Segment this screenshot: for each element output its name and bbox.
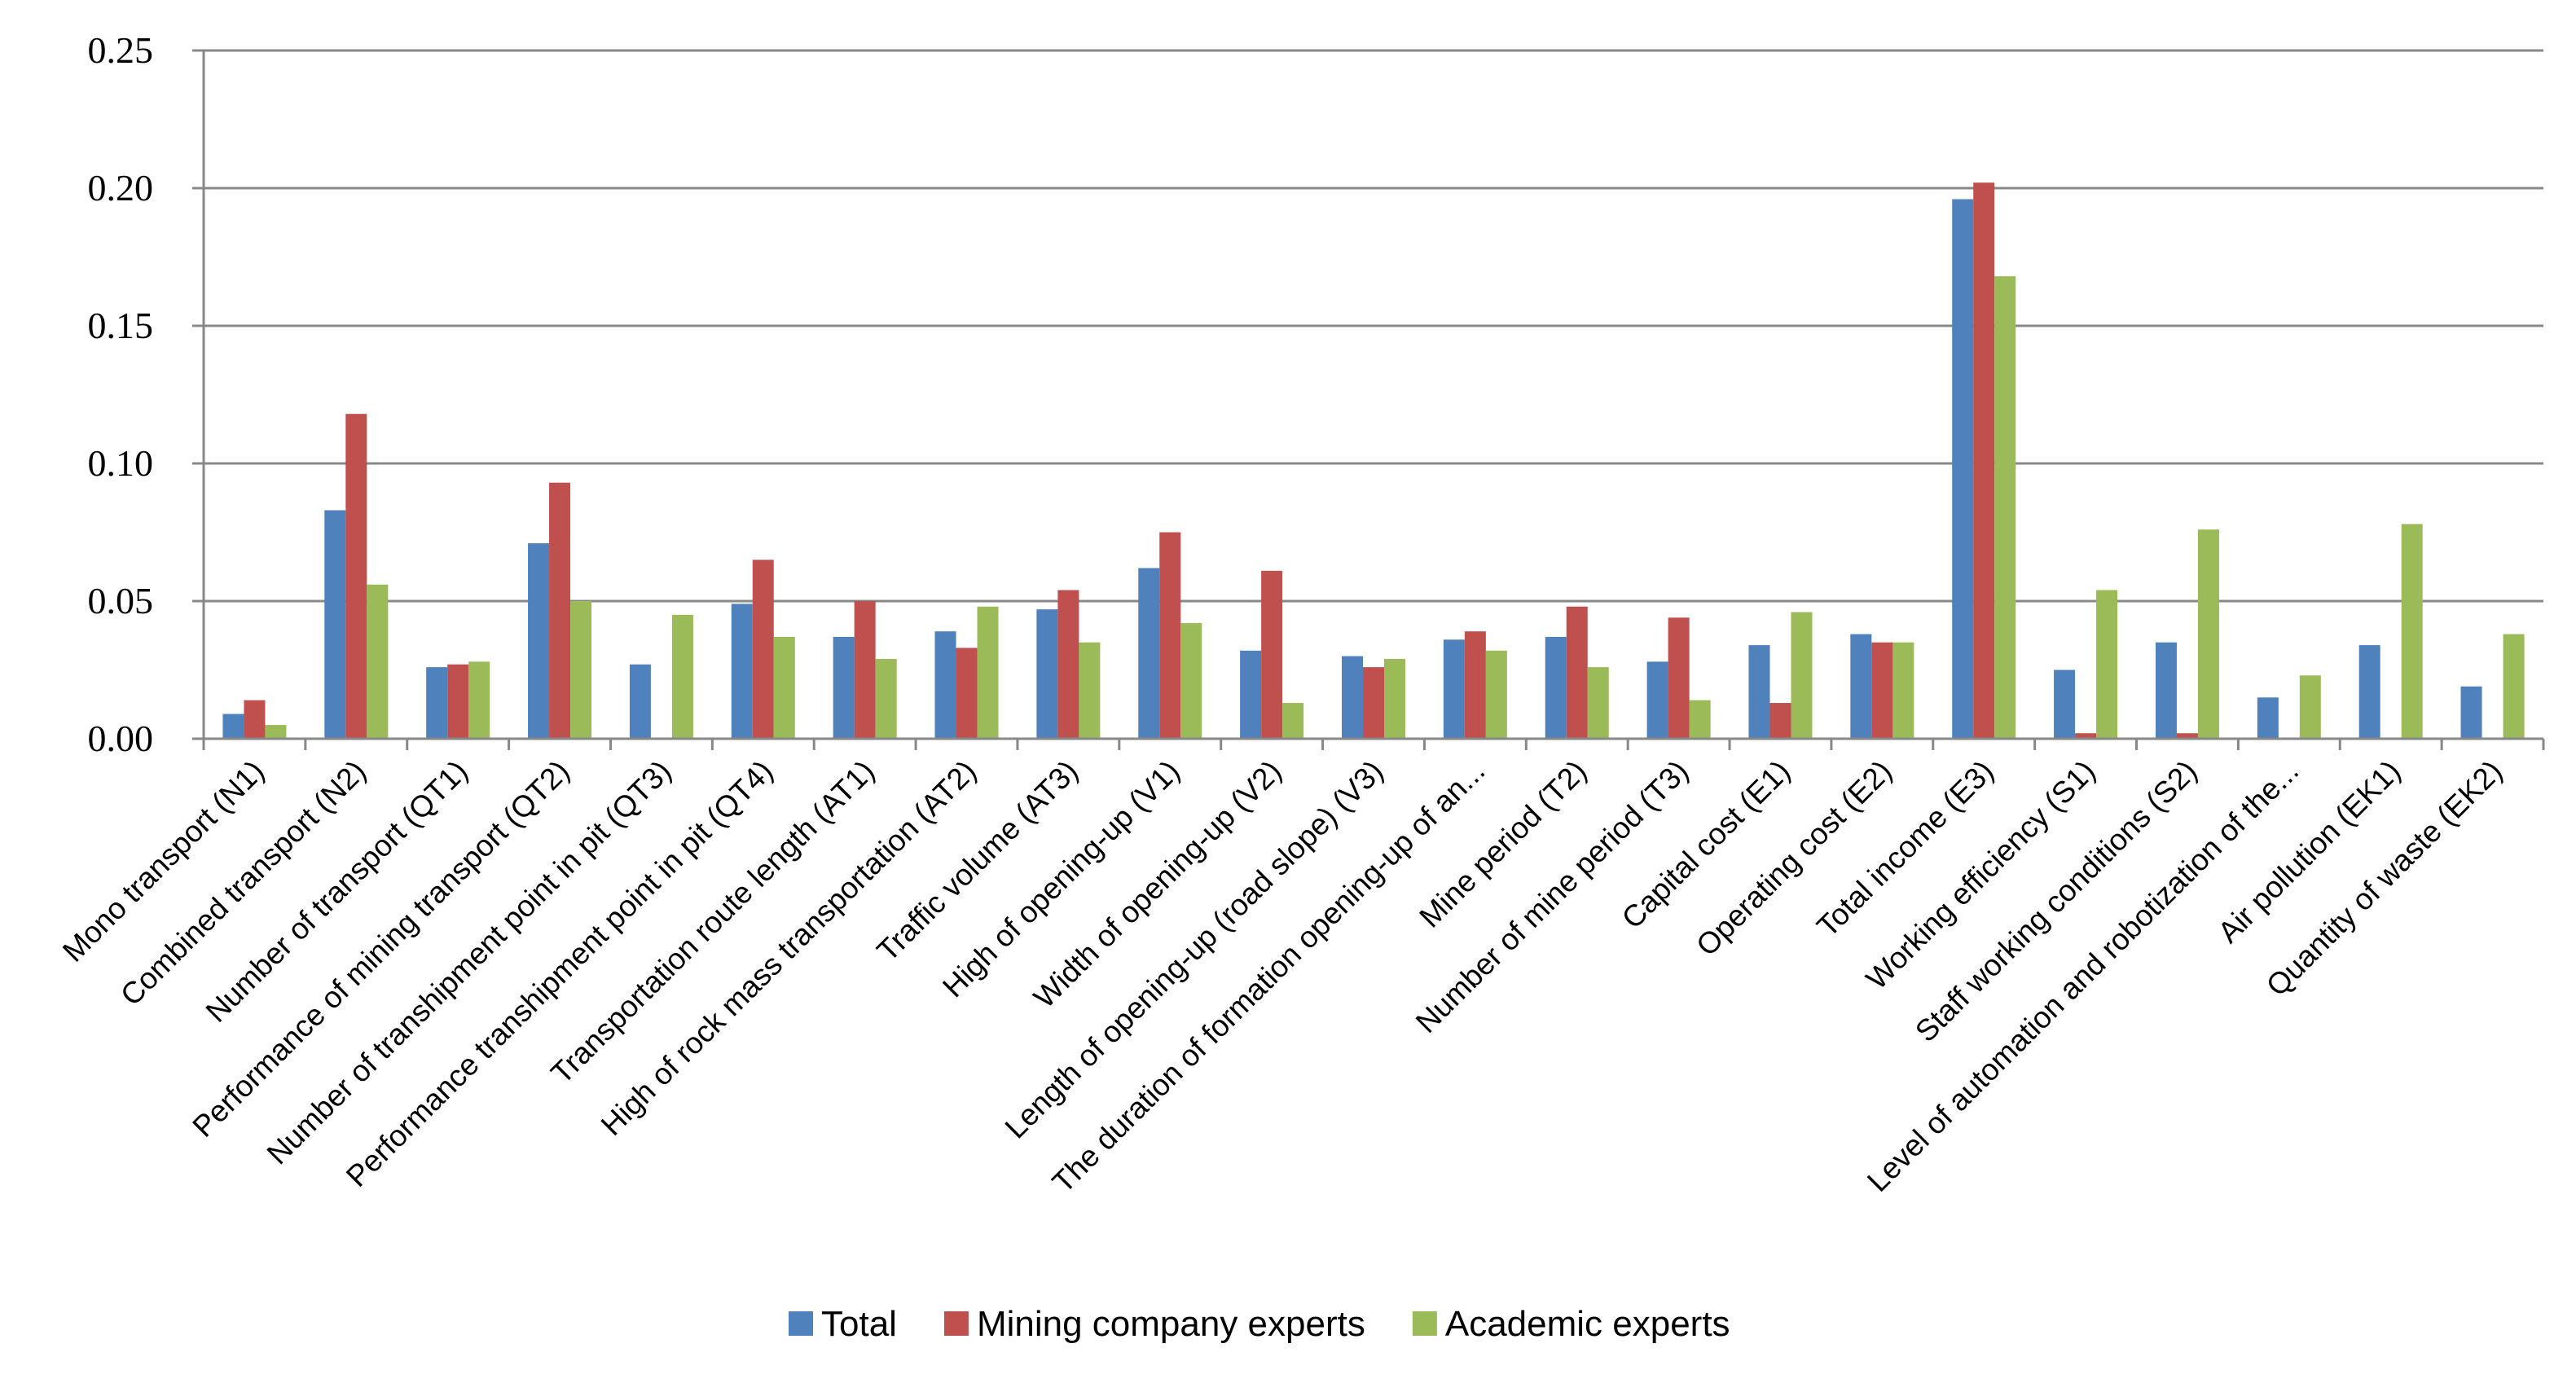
bar-total: [629, 664, 651, 739]
bar-total: [934, 631, 956, 739]
axes: [202, 50, 2545, 750]
bar-total: [528, 543, 550, 739]
legend-label: Total: [821, 1304, 897, 1344]
bar-academic-experts: [1180, 623, 1202, 739]
bar-total: [2257, 697, 2279, 739]
bar-academic-experts: [1485, 650, 1507, 739]
bar-mining-company-experts: [345, 414, 367, 739]
bar-mining-company-experts: [1261, 570, 1283, 739]
bar-mining-company-experts: [752, 560, 774, 739]
bar-academic-experts: [1994, 276, 2016, 739]
y-axis-ticks: 0.00 0.05 0.10 0.15 0.20 0.25: [88, 29, 204, 759]
bar-academic-experts: [1079, 642, 1101, 739]
gridlines: [204, 49, 2543, 603]
bar-academic-experts: [1587, 667, 1609, 739]
bar-academic-experts: [1892, 642, 1914, 739]
bar-total: [1036, 609, 1058, 739]
bar-total: [1850, 634, 1872, 739]
bar-academic-experts: [367, 584, 389, 739]
bar-academic-experts: [671, 614, 693, 739]
x-category-label: Total income (E3): [1810, 754, 2000, 944]
legend-label: Mining company experts: [977, 1304, 1365, 1344]
bar-mining-company-experts: [1057, 590, 1079, 739]
bar-academic-experts: [1282, 703, 1304, 739]
x-axis-labels: Mono transport (N1)Combined transport (N…: [56, 754, 2508, 1200]
bar-academic-experts: [1384, 658, 1405, 739]
legend: Total Mining company experts Academic expe…: [789, 1304, 1730, 1344]
y-tick-label: 0.15: [88, 305, 154, 346]
bar-total: [1138, 568, 1160, 739]
bar-mining-company-experts: [1159, 532, 1181, 739]
bar-total: [1443, 639, 1465, 739]
bar-mining-company-experts: [244, 700, 266, 739]
legend-label: Academic experts: [1445, 1304, 1730, 1344]
bar-mining-company-experts: [1363, 667, 1384, 739]
bar-total: [2358, 645, 2380, 739]
y-tick-label: 0.25: [88, 29, 154, 71]
x-category-label: Length of opening-up (road slope) (V3): [999, 754, 1390, 1145]
bar-academic-experts: [977, 606, 999, 739]
bar-total: [2054, 670, 2076, 739]
bar-academic-experts: [570, 601, 592, 739]
bar-mining-company-experts: [854, 601, 876, 739]
bar-academic-experts: [1791, 612, 1813, 739]
bar-total: [731, 604, 753, 739]
bar-academic-experts: [468, 661, 490, 739]
bar-total: [324, 510, 346, 739]
bar-academic-experts: [1689, 700, 1711, 739]
bar-mining-company-experts: [1973, 182, 1995, 740]
bar-academic-experts: [2197, 529, 2219, 739]
bar-total: [1748, 645, 1770, 739]
y-tick-label: 0.05: [88, 580, 154, 621]
x-category-label: Performance of mining transport (QT2): [186, 754, 575, 1144]
x-category-label: Operating cost (E2): [1690, 754, 1898, 963]
bar-total: [1952, 199, 1974, 739]
bar-total: [2460, 686, 2482, 739]
bar-total: [426, 667, 448, 739]
bar-academic-experts: [2503, 634, 2525, 739]
legend-swatch: [943, 1311, 969, 1336]
bar-mining-company-experts: [549, 482, 571, 739]
bar-mining-company-experts: [1464, 631, 1486, 739]
bar-total: [833, 636, 855, 739]
bar-total: [222, 713, 244, 739]
y-tick-label: 0.10: [88, 442, 154, 484]
bar-mining-company-experts: [1566, 606, 1588, 739]
bar-mining-company-experts: [956, 648, 978, 739]
x-category-label: Traffic volume (AT3): [870, 754, 1084, 968]
bar-academic-experts: [2299, 675, 2321, 739]
x-category-label: Capital cost (E1): [1615, 754, 1796, 935]
x-category-label: Air pollution (EK1): [2212, 754, 2407, 950]
x-category-label: High of rock mass transportation (AT2): [595, 754, 982, 1142]
legend-swatch: [789, 1311, 813, 1336]
y-tick-label: 0.20: [88, 167, 154, 209]
bar-total: [1240, 650, 1262, 739]
legend-swatch: [1412, 1311, 1437, 1336]
bar-mining-company-experts: [2075, 733, 2097, 739]
bar-academic-experts: [773, 636, 795, 739]
bar-mining-company-experts: [447, 664, 469, 739]
bar-academic-experts: [2096, 590, 2118, 739]
bar-academic-experts: [2401, 524, 2423, 739]
bar-mining-company-experts: [2176, 733, 2198, 739]
bar-mining-company-experts: [1668, 617, 1690, 739]
bar-mining-company-experts: [1769, 703, 1791, 739]
bar-academic-experts: [875, 658, 897, 739]
bar-total: [1646, 661, 1668, 739]
bar-academic-experts: [265, 725, 287, 739]
bar-total: [1342, 656, 1363, 739]
bar-mining-company-experts: [1871, 642, 1893, 739]
bars: [222, 182, 2525, 740]
y-tick-label: 0.00: [88, 718, 154, 759]
bar-total: [2155, 642, 2177, 739]
x-category-label: Mono transport (N1): [56, 754, 270, 968]
bar-total: [1545, 636, 1567, 739]
